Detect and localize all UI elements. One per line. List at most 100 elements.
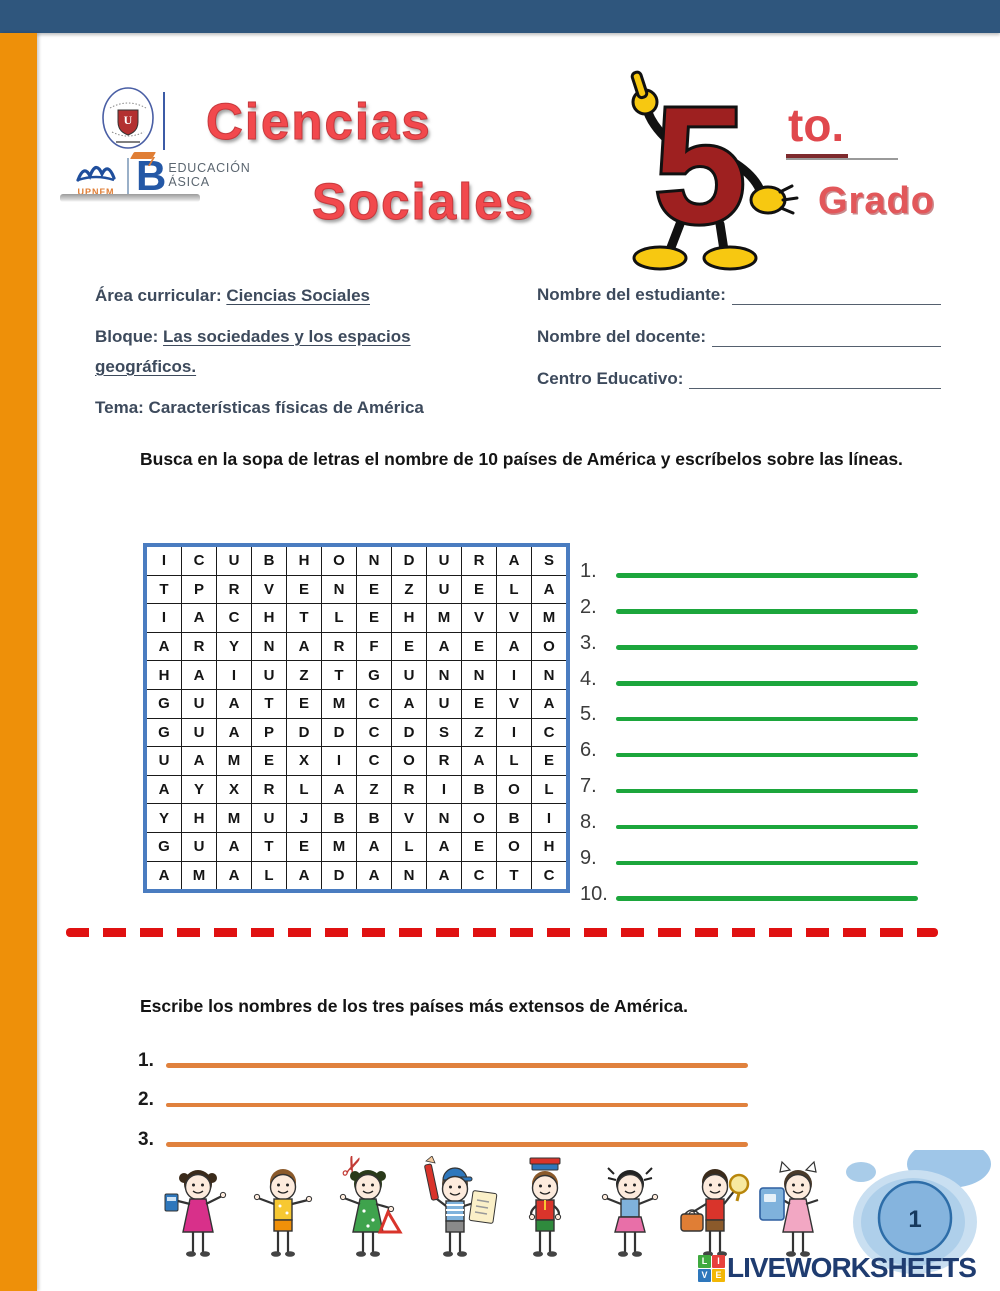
wordsearch-cell[interactable]: P <box>181 574 217 605</box>
wordsearch-cell[interactable]: O <box>391 746 427 776</box>
wordsearch-cell[interactable]: G <box>144 688 182 719</box>
wordsearch-cell[interactable]: V <box>496 603 532 633</box>
wordsearch-cell[interactable]: M <box>531 603 569 633</box>
wordsearch-cell[interactable]: I <box>496 660 532 690</box>
wordsearch-cell[interactable]: D <box>321 717 357 748</box>
wordsearch-cell[interactable]: E <box>391 631 427 662</box>
wordsearch-cell[interactable]: A <box>496 544 532 576</box>
wordsearch-cell[interactable]: B <box>321 803 357 833</box>
wordsearch-cell[interactable]: O <box>496 774 532 805</box>
wordsearch-cell[interactable]: H <box>391 603 427 633</box>
wordsearch-cell[interactable]: C <box>531 717 569 748</box>
wordsearch-cell[interactable]: I <box>531 803 569 833</box>
wordsearch-cell[interactable]: L <box>496 746 532 776</box>
answer-blank-line[interactable] <box>616 788 918 794</box>
wordsearch-cell[interactable]: C <box>461 860 497 892</box>
wordsearch-cell[interactable]: L <box>531 774 569 805</box>
wordsearch-cell[interactable]: B <box>496 803 532 833</box>
wordsearch-cell[interactable]: A <box>216 688 252 719</box>
wordsearch-cell[interactable]: M <box>216 803 252 833</box>
wordsearch-cell[interactable]: U <box>144 746 182 776</box>
wordsearch-cell[interactable]: T <box>496 860 532 892</box>
wordsearch-cell[interactable]: D <box>391 717 427 748</box>
wordsearch-cell[interactable]: T <box>251 831 287 862</box>
wordsearch-cell[interactable]: A <box>144 860 182 892</box>
wordsearch-cell[interactable]: M <box>181 860 217 892</box>
wordsearch-cell[interactable]: U <box>181 688 217 719</box>
wordsearch-cell[interactable]: T <box>251 688 287 719</box>
student-name-blank[interactable] <box>731 286 941 305</box>
answer-blank-line[interactable] <box>166 1063 748 1068</box>
answer-blank-line[interactable] <box>616 573 918 578</box>
wordsearch-cell[interactable]: R <box>426 746 462 776</box>
wordsearch-cell[interactable]: N <box>251 631 287 662</box>
wordsearch-cell[interactable]: Y <box>144 803 182 833</box>
wordsearch-cell[interactable]: I <box>144 603 182 633</box>
wordsearch-cell[interactable]: V <box>251 574 287 605</box>
school-blank[interactable] <box>689 370 941 389</box>
wordsearch-cell[interactable]: A <box>531 688 569 719</box>
wordsearch-cell[interactable]: A <box>216 860 252 892</box>
wordsearch-cell[interactable]: X <box>216 774 252 805</box>
answer-blank-line[interactable] <box>616 824 918 830</box>
wordsearch-cell[interactable]: R <box>461 544 497 576</box>
wordsearch-cell[interactable]: L <box>321 603 357 633</box>
answer-blank-line[interactable] <box>166 1142 748 1147</box>
answer-blank-line[interactable] <box>166 1102 748 1107</box>
wordsearch-cell[interactable]: M <box>321 688 357 719</box>
wordsearch-cell[interactable]: I <box>426 774 462 805</box>
wordsearch-cell[interactable]: E <box>356 574 392 605</box>
wordsearch-cell[interactable]: A <box>426 831 462 862</box>
teacher-name-blank[interactable] <box>712 328 941 347</box>
wordsearch-cell[interactable]: J <box>286 803 322 833</box>
wordsearch-cell[interactable]: X <box>286 746 322 776</box>
wordsearch-cell[interactable]: I <box>321 746 357 776</box>
wordsearch-cell[interactable]: A <box>531 574 569 605</box>
wordsearch-cell[interactable]: H <box>531 831 569 862</box>
wordsearch-cell[interactable]: O <box>496 831 532 862</box>
wordsearch-cell[interactable]: T <box>286 603 322 633</box>
wordsearch-cell[interactable]: A <box>356 831 392 862</box>
wordsearch-cell[interactable]: A <box>181 746 217 776</box>
wordsearch-cell[interactable]: A <box>321 774 357 805</box>
wordsearch-cell[interactable]: N <box>356 544 392 576</box>
wordsearch-cell[interactable]: B <box>356 803 392 833</box>
wordsearch-cell[interactable]: U <box>426 574 462 605</box>
answer-blank-line[interactable] <box>616 896 918 901</box>
wordsearch-cell[interactable]: U <box>181 717 217 748</box>
wordsearch-cell[interactable]: D <box>321 860 357 892</box>
wordsearch-cell[interactable]: I <box>216 660 252 690</box>
wordsearch-cell[interactable]: C <box>181 544 217 576</box>
wordsearch-cell[interactable]: G <box>144 717 182 748</box>
wordsearch-cell[interactable]: L <box>391 831 427 862</box>
wordsearch-cell[interactable]: U <box>391 660 427 690</box>
wordsearch-cell[interactable]: A <box>286 860 322 892</box>
answer-blank-line[interactable] <box>616 752 918 758</box>
wordsearch-cell[interactable]: D <box>286 717 322 748</box>
wordsearch-cell[interactable]: T <box>321 660 357 690</box>
answer-blank-line[interactable] <box>616 681 918 686</box>
wordsearch-cell[interactable]: Z <box>286 660 322 690</box>
answer-blank-line[interactable] <box>616 860 918 866</box>
wordsearch-cell[interactable]: C <box>531 860 569 892</box>
wordsearch-cell[interactable]: R <box>216 574 252 605</box>
wordsearch-cell[interactable]: N <box>426 803 462 833</box>
wordsearch-cell[interactable]: R <box>391 774 427 805</box>
wordsearch-cell[interactable]: C <box>356 688 392 719</box>
wordsearch-cell[interactable]: U <box>181 831 217 862</box>
wordsearch-cell[interactable]: L <box>496 574 532 605</box>
wordsearch-cell[interactable]: A <box>144 774 182 805</box>
wordsearch-cell[interactable]: U <box>251 660 287 690</box>
wordsearch-cell[interactable]: Y <box>181 774 217 805</box>
wordsearch-cell[interactable]: N <box>531 660 569 690</box>
answer-blank-line[interactable] <box>616 645 918 650</box>
wordsearch-cell[interactable]: C <box>356 746 392 776</box>
wordsearch-cell[interactable]: A <box>356 860 392 892</box>
answer-blank-line[interactable] <box>616 716 918 722</box>
wordsearch-cell[interactable]: E <box>461 631 497 662</box>
wordsearch-cell[interactable]: H <box>251 603 287 633</box>
wordsearch-cell[interactable]: N <box>391 860 427 892</box>
wordsearch-cell[interactable]: A <box>286 631 322 662</box>
wordsearch-cell[interactable]: U <box>426 544 462 576</box>
wordsearch-cell[interactable]: H <box>181 803 217 833</box>
